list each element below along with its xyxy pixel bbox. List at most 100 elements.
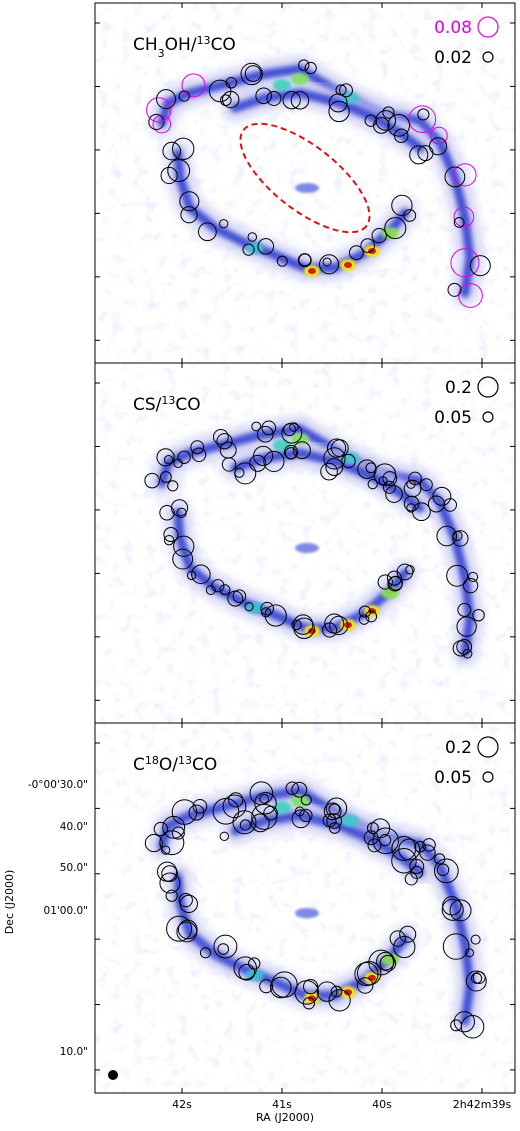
legend-marker — [482, 51, 494, 63]
ratio-marker — [453, 163, 477, 187]
ratio-marker — [156, 89, 177, 110]
ratio-marker — [376, 951, 395, 971]
x-tick-label: 42s — [172, 1098, 192, 1111]
panel-c18o: C18O/13CO 0.2 0.05 — [94, 722, 516, 1094]
ratio-marker — [232, 810, 257, 835]
ratio-marker — [232, 589, 247, 603]
ratio-marker — [406, 503, 416, 513]
emission-clump — [381, 953, 399, 966]
ratio-marker — [163, 526, 179, 543]
ratio-marker — [291, 809, 311, 829]
ratio-marker — [294, 980, 320, 1005]
ratio-marker — [319, 254, 340, 275]
ratio-marker — [260, 601, 274, 616]
ratio-marker — [176, 921, 198, 943]
ratio-marker — [368, 949, 395, 976]
ratio-marker — [389, 930, 406, 947]
y-tick-label: 40.0" — [60, 821, 88, 833]
ratio-marker — [419, 844, 436, 861]
ratio-marker — [244, 65, 262, 82]
ratio-marker — [160, 166, 178, 185]
ratio-marker — [322, 257, 332, 267]
ratio-marker — [259, 793, 269, 804]
ratio-marker — [172, 137, 195, 160]
ratio-marker — [377, 574, 393, 590]
ratio-markers — [144, 420, 485, 659]
ratio-marker — [148, 113, 165, 131]
ratio-marker — [146, 97, 172, 123]
ratio-marker — [469, 255, 491, 277]
ratio-marker — [234, 462, 257, 485]
ratio-marker — [453, 216, 465, 228]
ratio-marker — [159, 505, 175, 521]
ratio-marker — [470, 934, 481, 945]
ratio-marker — [217, 943, 230, 955]
ratio-marker — [399, 925, 417, 943]
ratio-marker — [263, 805, 278, 821]
ratio-marker — [221, 90, 240, 109]
ratio-marker — [188, 804, 205, 821]
ratio-marker — [179, 191, 200, 212]
ratio-marker — [467, 571, 479, 583]
emission-peak-core — [308, 268, 316, 274]
ratio-marker — [166, 915, 193, 942]
ratio-marker — [452, 530, 463, 542]
ratio-marker — [191, 447, 207, 463]
ratio-marker — [256, 425, 274, 443]
ratio-marker — [387, 114, 410, 137]
panel-ch3oh: CH3OH/13CO 0.08 0.02 — [94, 2, 516, 364]
ratio-marker — [322, 813, 337, 828]
legend-marker — [482, 411, 494, 423]
intensity-map — [95, 3, 515, 363]
ratio-marker — [328, 93, 348, 113]
emission-clump — [341, 814, 359, 827]
x-tick-label: 2h42m39s — [453, 1098, 512, 1111]
ratio-marker — [372, 827, 400, 855]
ratio-marker — [325, 458, 344, 476]
legend-marker — [477, 376, 499, 398]
emission-clump — [291, 73, 309, 85]
ratio-marker — [450, 248, 480, 278]
emission-clump — [273, 439, 291, 451]
ratio-marker — [371, 227, 387, 244]
ratio-marker — [227, 590, 244, 607]
ratio-marker — [257, 238, 275, 255]
arm-core — [230, 88, 425, 153]
legend: 0.2 0.05 — [434, 736, 499, 788]
arm-core — [230, 448, 425, 513]
ratio-marker — [198, 222, 217, 242]
panel-title: CS/13CO — [133, 394, 201, 416]
ratio-marker — [228, 792, 244, 808]
emission-clump — [273, 801, 291, 814]
ratio-marker — [233, 956, 257, 980]
ratio-marker — [316, 981, 338, 1002]
ratio-marker — [330, 985, 343, 998]
intensity-map — [95, 723, 515, 1093]
ratio-marker — [412, 502, 431, 522]
ratio-marker — [382, 480, 396, 494]
ratio-marker — [384, 217, 407, 240]
ratio-marker — [250, 813, 270, 833]
ratio-marker — [379, 955, 397, 972]
ratio-marker — [260, 607, 272, 618]
ratio-marker — [453, 206, 475, 228]
legend-marker — [477, 736, 499, 758]
ratio-marker — [422, 838, 436, 852]
ratio-marker — [159, 830, 185, 856]
ratio-marker — [434, 858, 459, 884]
legend-marker — [482, 771, 494, 783]
ratio-marker — [167, 159, 191, 183]
ratio-marker — [462, 577, 479, 594]
ratio-marker — [177, 450, 191, 464]
ratio-marker — [414, 840, 426, 853]
nucleus — [295, 183, 319, 193]
ratio-marker — [436, 525, 458, 547]
ratio-marker — [297, 253, 312, 268]
panel-cs: CS/13CO 0.2 0.05 — [94, 362, 516, 724]
ratio-marker — [292, 614, 314, 635]
ratio-marker — [419, 478, 433, 492]
panel-title: C18O/13CO — [133, 754, 217, 776]
ratio-markers — [144, 781, 487, 1039]
ratio-marker — [285, 781, 300, 796]
emission-peak-core — [344, 262, 352, 268]
